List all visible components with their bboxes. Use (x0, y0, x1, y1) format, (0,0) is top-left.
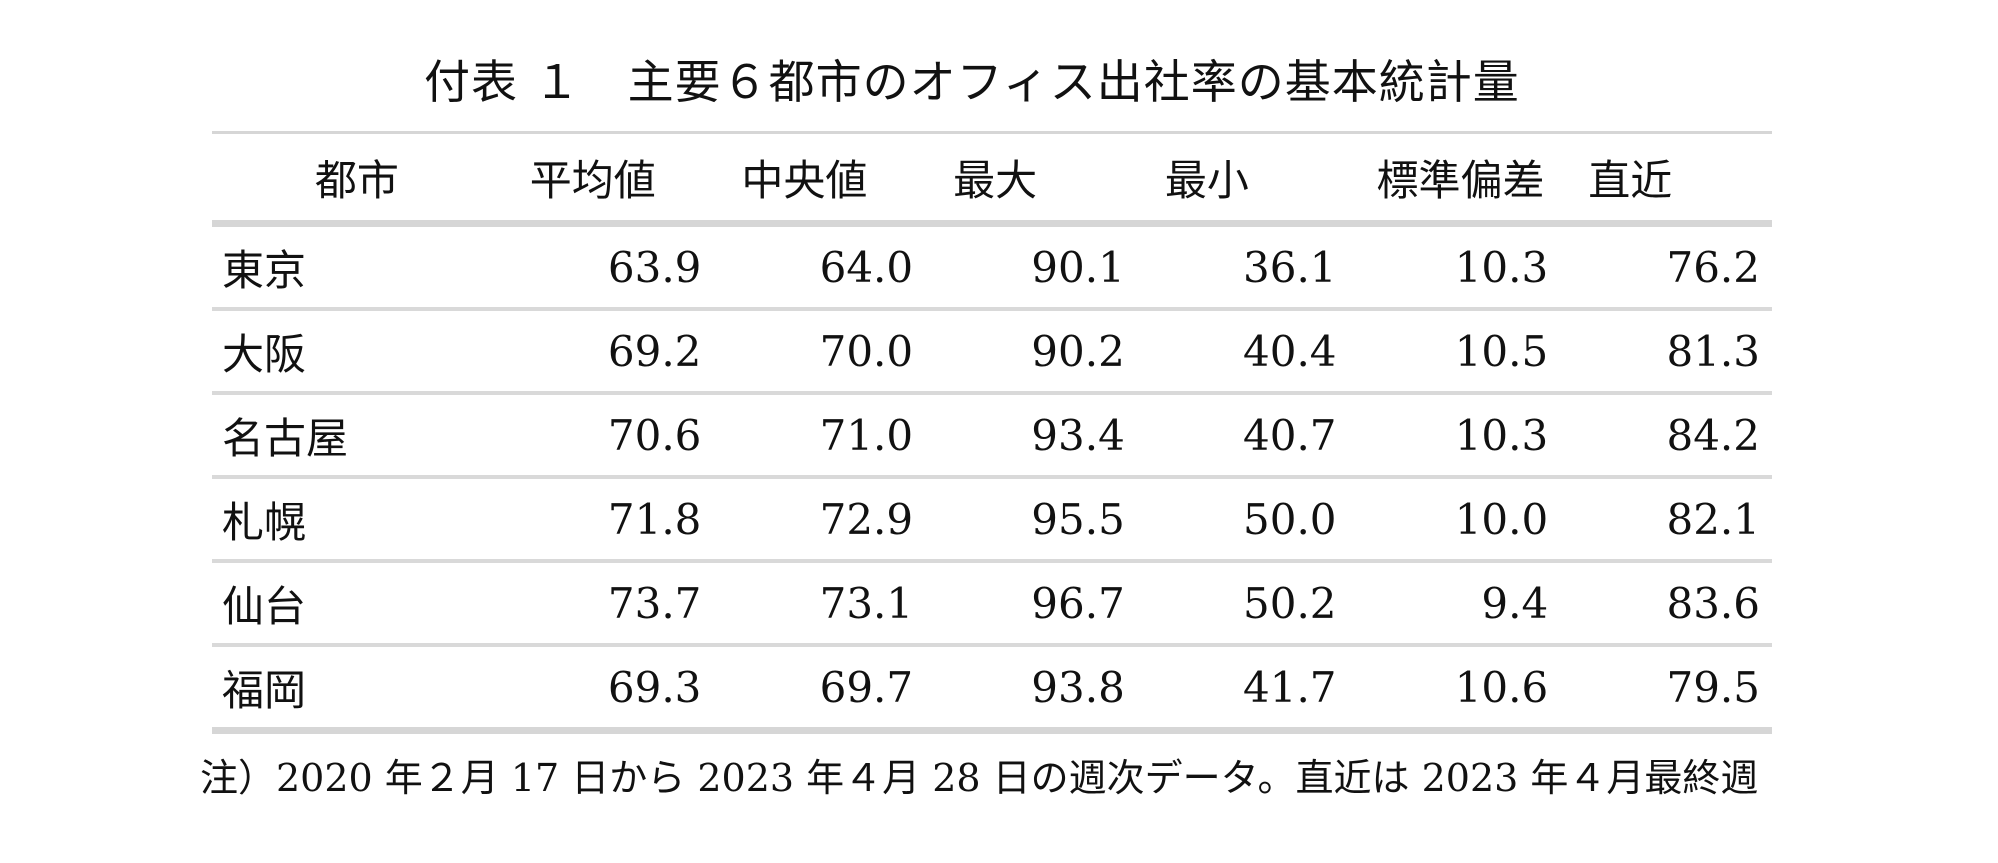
mean-cell: 70.6 (501, 393, 714, 479)
column-header-min: 最小 (1136, 131, 1349, 227)
latest-cell: 84.2 (1560, 393, 1772, 479)
city-cell: 名古屋 (212, 393, 502, 479)
min-cell: 36.1 (1136, 223, 1349, 311)
column-header-mean: 平均値 (501, 131, 714, 227)
std-dev-cell: 10.3 (1348, 393, 1561, 479)
table-row: 名古屋 70.6 71.0 93.4 40.7 10.3 84.2 (212, 393, 1772, 479)
min-cell: 40.7 (1136, 393, 1349, 479)
median-cell: 64.0 (713, 223, 926, 311)
table-row: 仙台 73.7 73.1 96.7 50.2 9.4 83.6 (212, 561, 1772, 647)
max-cell: 96.7 (925, 561, 1137, 647)
city-cell: 福岡 (212, 645, 502, 734)
table-row: 福岡 69.3 69.7 93.8 41.7 10.6 79.5 (212, 645, 1772, 734)
latest-cell: 82.1 (1560, 477, 1772, 563)
table-title: 付表 １ 主要６都市のオフィス出社率の基本統計量 (424, 55, 1520, 109)
min-cell: 50.2 (1136, 561, 1349, 647)
latest-cell: 79.5 (1560, 645, 1772, 734)
table-row: 札幌 71.8 72.9 95.5 50.0 10.0 82.1 (212, 477, 1772, 563)
latest-cell: 76.2 (1560, 223, 1772, 311)
std-dev-cell: 10.6 (1348, 645, 1561, 734)
city-cell: 東京 (212, 223, 502, 311)
max-cell: 93.4 (925, 393, 1137, 479)
median-cell: 73.1 (713, 561, 926, 647)
max-cell: 95.5 (925, 477, 1137, 563)
column-header-max: 最大 (925, 131, 1137, 227)
column-header-median: 中央値 (713, 131, 926, 227)
mean-cell: 63.9 (501, 223, 714, 311)
mean-cell: 69.2 (501, 309, 714, 395)
mean-cell: 69.3 (501, 645, 714, 734)
latest-cell: 83.6 (1560, 561, 1772, 647)
std-dev-cell: 9.4 (1348, 561, 1561, 647)
mean-cell: 73.7 (501, 561, 714, 647)
median-cell: 69.7 (713, 645, 926, 734)
statistics-table: 都市 平均値 中央値 最大 最小 標準偏差 直近 東京 63.9 64.0 90… (212, 131, 1772, 734)
min-cell: 50.0 (1136, 477, 1349, 563)
column-header-city: 都市 (212, 131, 502, 227)
table-header-row: 都市 平均値 中央値 最大 最小 標準偏差 直近 (212, 131, 1772, 227)
min-cell: 40.4 (1136, 309, 1349, 395)
table-footnote: 注）2020 年２月 17 日から 2023 年４月 28 日の週次データ。直近… (200, 756, 1759, 800)
mean-cell: 71.8 (501, 477, 714, 563)
median-cell: 70.0 (713, 309, 926, 395)
column-header-latest: 直近 (1560, 131, 1772, 227)
latest-cell: 81.3 (1560, 309, 1772, 395)
table-row: 東京 63.9 64.0 90.1 36.1 10.3 76.2 (212, 223, 1772, 311)
max-cell: 93.8 (925, 645, 1137, 734)
median-cell: 72.9 (713, 477, 926, 563)
max-cell: 90.2 (925, 309, 1137, 395)
min-cell: 41.7 (1136, 645, 1349, 734)
std-dev-cell: 10.3 (1348, 223, 1561, 311)
city-cell: 仙台 (212, 561, 502, 647)
table-row: 大阪 69.2 70.0 90.2 40.4 10.5 81.3 (212, 309, 1772, 395)
city-cell: 札幌 (212, 477, 502, 563)
std-dev-cell: 10.0 (1348, 477, 1561, 563)
column-header-std-dev: 標準偏差 (1348, 131, 1561, 227)
median-cell: 71.0 (713, 393, 926, 479)
max-cell: 90.1 (925, 223, 1137, 311)
std-dev-cell: 10.5 (1348, 309, 1561, 395)
city-cell: 大阪 (212, 309, 502, 395)
